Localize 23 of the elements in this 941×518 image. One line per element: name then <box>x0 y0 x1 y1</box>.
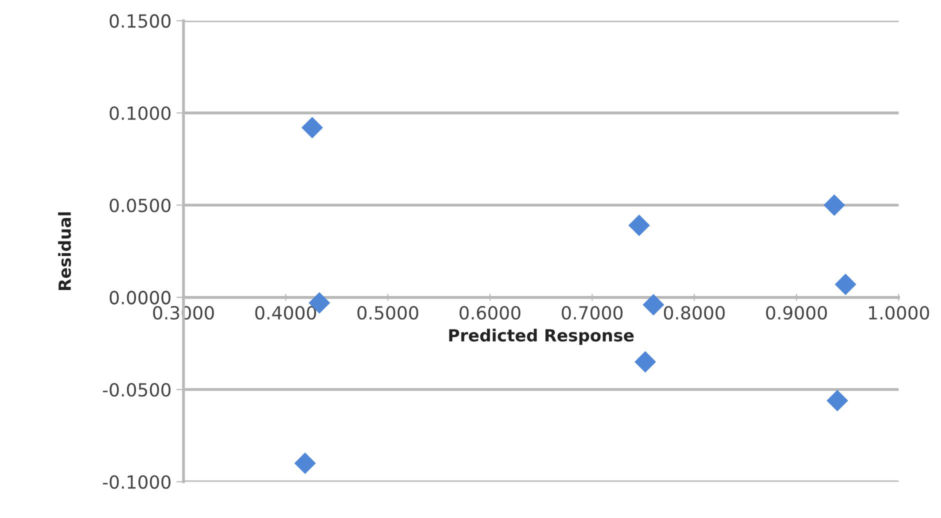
point <box>834 274 856 296</box>
x-tick-label: 0.9000 <box>766 306 827 320</box>
x-tick-label: 0.6000 <box>460 306 520 320</box>
x-tick-label: 0.4000 <box>255 306 316 320</box>
x-tick-label: 1.0000 <box>869 306 930 320</box>
x-axis-title: Predicted Response <box>449 328 634 345</box>
point <box>824 194 846 216</box>
y-axis-title: Residual <box>58 212 71 290</box>
y-tick-label: -0.0500 <box>102 382 170 397</box>
y-tick-label: 0.0500 <box>110 198 170 212</box>
y-tick-label: 0.1500 <box>110 14 170 28</box>
point <box>294 452 316 474</box>
y-tick-label: -0.1000 <box>102 475 170 489</box>
point <box>301 116 323 138</box>
y-tick-label: 0.1000 <box>110 106 170 120</box>
point <box>826 390 848 412</box>
y-tick-label: 0.0000 <box>110 290 170 304</box>
x-tick-label: 0.7000 <box>562 306 623 320</box>
point <box>634 351 656 373</box>
x-tick-label: 0.8000 <box>664 306 725 320</box>
point <box>628 214 650 236</box>
point <box>642 294 664 316</box>
x-tick-label: 0.5000 <box>357 306 418 320</box>
